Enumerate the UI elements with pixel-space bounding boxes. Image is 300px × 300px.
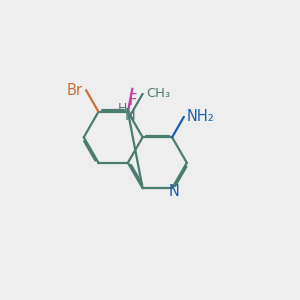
- Text: NH₂: NH₂: [187, 110, 214, 124]
- Text: Br: Br: [67, 82, 83, 98]
- Text: F: F: [128, 93, 136, 108]
- Text: N: N: [169, 184, 180, 199]
- Text: H: H: [118, 102, 128, 115]
- Text: CH₃: CH₃: [146, 87, 170, 101]
- Text: N: N: [125, 108, 136, 123]
